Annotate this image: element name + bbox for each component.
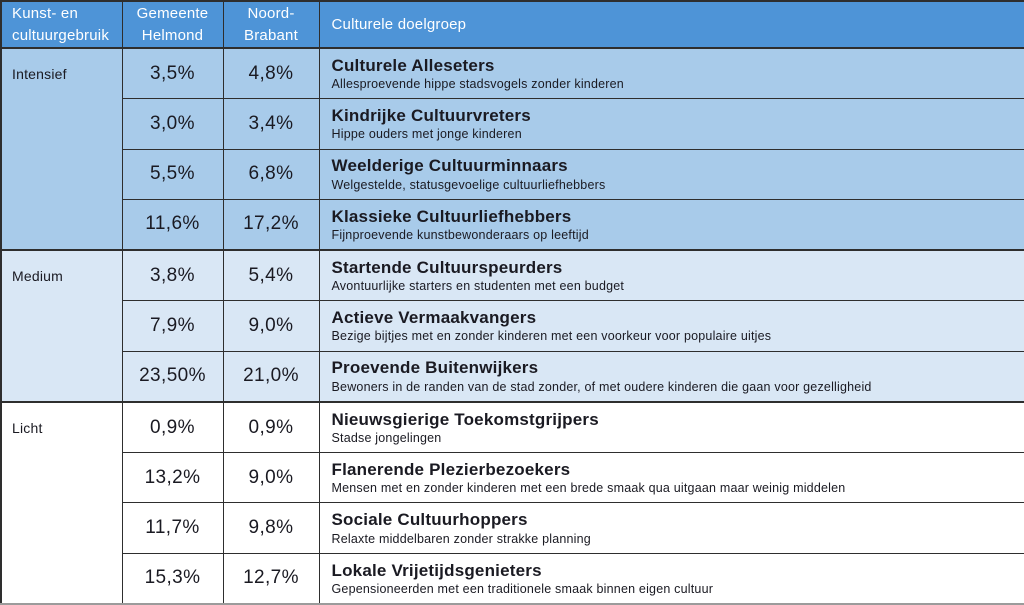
target-desc: Hippe ouders met jonge kinderen xyxy=(331,127,522,142)
target-name: Sociale Cultuurhoppers xyxy=(331,510,528,530)
target-name: Kindrijke Cultuurvreters xyxy=(331,106,531,126)
table-row: Medium 3,8% 5,4% Startende Cultuurspeurd… xyxy=(0,249,1024,403)
target-desc: Stadse jongelingen xyxy=(331,431,442,446)
pct-cell-brabant: 0,9% xyxy=(222,400,320,454)
target-desc: Avontuurlijke starters en studenten met … xyxy=(331,279,625,294)
target-name: Actieve Vermaakvangers xyxy=(331,308,537,328)
target-name: Klassieke Cultuurliefhebbers xyxy=(331,206,572,226)
group-cell-licht: Licht xyxy=(0,400,123,605)
target-desc: Gepensioneerden met een traditionele sma… xyxy=(331,581,714,596)
pct-cell-helmond: 5,5% xyxy=(121,148,224,200)
pct-cell-helmond: 3,0% xyxy=(121,98,224,150)
target-name: Lokale Vrijetijdsgenieters xyxy=(331,560,542,580)
target-cell: Startende Cultuurspeurders Avontuurlijke… xyxy=(318,249,1024,302)
header-cell-brabant: Noord- Brabant xyxy=(222,0,320,49)
table-row: 5,5% 6,8% Weelderige Cultuurminnaars Wel… xyxy=(1,148,1024,200)
target-cell: Kindrijke Cultuurvreters Hippe ouders me… xyxy=(318,98,1024,150)
pct-cell-helmond: 11,6% xyxy=(121,198,224,251)
target-desc: Bewoners in de randen van de stad zonder… xyxy=(331,379,872,394)
table-row: 15,3% 12,7% Lokale Vrijetijdsgenieters G… xyxy=(1,552,1024,605)
header-cell-usage: Kunst- en cultuurgebruik xyxy=(0,0,123,49)
header-cell-target: Culturele doelgroep xyxy=(318,0,1024,49)
pct-cell-brabant: 9,8% xyxy=(222,502,320,554)
pct-cell-brabant: 4,8% xyxy=(222,47,320,100)
target-name: Weelderige Cultuurminnaars xyxy=(331,156,568,176)
target-cell: Klassieke Cultuurliefhebbers Fijnproeven… xyxy=(318,198,1024,251)
pct-cell-helmond: 0,9% xyxy=(121,400,224,454)
target-desc: Welgestelde, statusgevoelige cultuurlief… xyxy=(331,177,606,192)
target-name: Culturele Alleseters xyxy=(331,55,495,75)
pct-cell-brabant: 9,0% xyxy=(222,452,320,504)
header-cell-helmond: Gemeente Helmond xyxy=(121,0,224,49)
target-cell: Weelderige Cultuurminnaars Welgestelde, … xyxy=(318,148,1024,200)
target-desc: Relaxte middelbaren zonder strakke plann… xyxy=(331,531,591,546)
target-name: Proevende Buitenwijkers xyxy=(331,358,539,378)
pct-cell-helmond: 7,9% xyxy=(121,300,224,352)
group-cell-medium: Medium xyxy=(0,249,123,403)
target-desc: Allesproevende hippe stadsvogels zonder … xyxy=(331,77,624,92)
target-cell: Flanerende Plezierbezoekers Mensen met e… xyxy=(318,452,1024,504)
table-row: 11,7% 9,8% Sociale Cultuurhoppers Relaxt… xyxy=(1,502,1024,554)
table-row: Licht 0,9% 0,9% Nieuwsgierige Toekomstgr… xyxy=(0,400,1024,605)
pct-cell-helmond: 23,50% xyxy=(121,350,224,403)
table-row: 3,0% 3,4% Kindrijke Cultuurvreters Hippe… xyxy=(1,98,1024,150)
target-cell: Sociale Cultuurhoppers Relaxte middelbar… xyxy=(318,502,1024,554)
pct-cell-brabant: 21,0% xyxy=(222,350,320,403)
pct-cell-helmond: 3,8% xyxy=(121,249,224,302)
target-cell: Lokale Vrijetijdsgenieters Gepensioneerd… xyxy=(318,552,1024,605)
pct-cell-helmond: 15,3% xyxy=(121,552,224,605)
target-name: Nieuwsgierige Toekomstgrijpers xyxy=(331,409,599,429)
pct-cell-helmond: 13,2% xyxy=(121,452,224,504)
group-cell-intensief: Intensief xyxy=(0,46,123,251)
table-row: 11,6% 17,2% Klassieke Cultuurliefhebbers… xyxy=(1,198,1024,251)
pct-cell-brabant: 9,0% xyxy=(222,300,320,352)
pct-cell-brabant: 12,7% xyxy=(222,552,320,605)
target-desc: Fijnproevende kunstbewonderaars op leeft… xyxy=(331,227,589,242)
target-desc: Bezige bijtjes met en zonder kinderen me… xyxy=(331,329,772,344)
table-row: 13,2% 9,0% Flanerende Plezierbezoekers M… xyxy=(1,452,1024,504)
pct-cell-helmond: 3,5% xyxy=(121,47,224,100)
target-name: Startende Cultuurspeurders xyxy=(331,257,563,277)
target-cell: Nieuwsgierige Toekomstgrijpers Stadse jo… xyxy=(318,400,1024,454)
target-cell: Actieve Vermaakvangers Bezige bijtjes me… xyxy=(318,300,1024,352)
target-cell: Culturele Alleseters Allesproevende hipp… xyxy=(318,47,1024,100)
header-row: Kunst- en cultuurgebruik Gemeente Helmon… xyxy=(0,0,1024,49)
pct-cell-brabant: 17,2% xyxy=(222,198,320,251)
pct-cell-helmond: 11,7% xyxy=(121,502,224,554)
pct-cell-brabant: 5,4% xyxy=(222,249,320,302)
pct-cell-brabant: 3,4% xyxy=(222,98,320,150)
table-row: Intensief 3,5% 4,8% Culturele Alleseters… xyxy=(0,46,1024,251)
table-row: 23,50% 21,0% Proevende Buitenwijkers Bew… xyxy=(1,350,1024,403)
target-name: Flanerende Plezierbezoekers xyxy=(331,460,571,480)
target-desc: Mensen met en zonder kinderen met een br… xyxy=(331,481,846,496)
pct-cell-brabant: 6,8% xyxy=(222,148,320,200)
table-row: 7,9% 9,0% Actieve Vermaakvangers Bezige … xyxy=(1,300,1024,352)
target-cell: Proevende Buitenwijkers Bewoners in de r… xyxy=(318,350,1024,403)
